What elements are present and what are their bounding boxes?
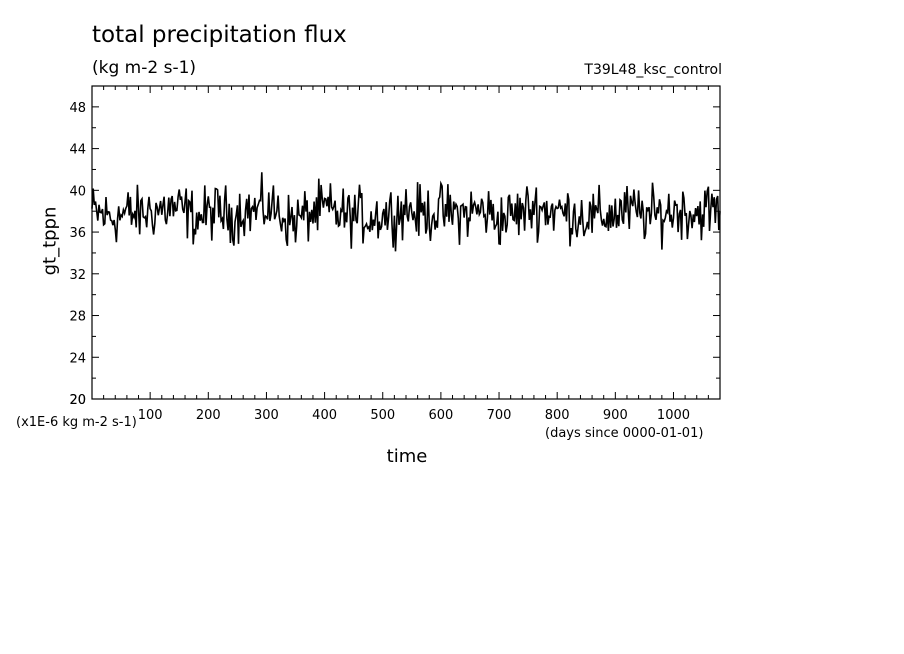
x-tick-label: 300	[254, 408, 279, 423]
x-tick-label: 1000	[657, 408, 690, 423]
y-tick-label: 32	[69, 268, 86, 283]
chart-title: total precipitation flux	[92, 22, 347, 48]
y-tick-label: 20	[69, 393, 86, 408]
plot-border	[91, 85, 721, 400]
x-tick-label: 700	[487, 408, 512, 423]
y-tick-label: 40	[69, 184, 86, 199]
x-tick-label: 400	[312, 408, 337, 423]
plot-frame	[91, 85, 721, 400]
y-axis: 20 24 28 32 36 40 44 48	[69, 85, 720, 408]
x-axis: 100 200 300 400 500 600 700 800 900 1000 20	[69, 86, 709, 423]
y-tick-label: 36	[69, 226, 86, 241]
x-tick-label: 100	[138, 408, 163, 423]
x-tick-label: 600	[428, 408, 453, 423]
x-tick-label: 800	[545, 408, 570, 423]
x-tick-label: 500	[370, 408, 395, 423]
run-label: T39L48_ksc_control	[584, 62, 722, 78]
y-tick-label: 48	[69, 101, 86, 116]
x-unit-note: (days since 0000-01-01)	[545, 426, 704, 441]
y-tick-label: 24	[69, 351, 86, 366]
y-tick-label: 20	[69, 393, 86, 408]
x-tick-label: 200	[196, 408, 221, 423]
y-axis-label: gt_tppn	[39, 206, 61, 276]
y-tick-label: 28	[69, 310, 86, 325]
series-line	[91, 172, 721, 252]
y-unit-note: (x1E-6 kg m-2 s-1)	[16, 415, 137, 430]
series-layer	[91, 172, 721, 252]
x-axis-label: time	[386, 446, 428, 467]
y-tick-label: 44	[69, 143, 86, 158]
x-tick-label: 900	[603, 408, 628, 423]
chart-subtitle: (kg m-2 s-1)	[92, 58, 197, 78]
